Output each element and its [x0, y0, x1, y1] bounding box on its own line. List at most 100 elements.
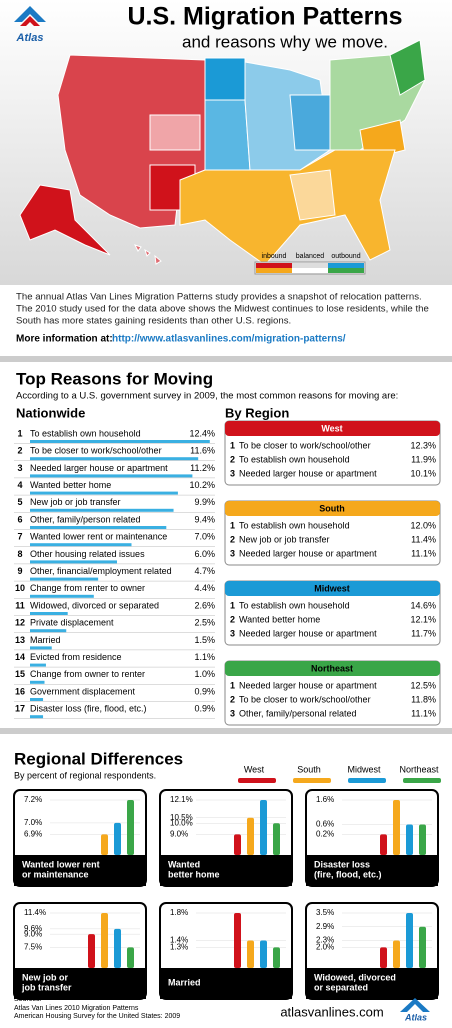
legend-label: Northeast	[399, 764, 439, 774]
percent-bar	[30, 543, 132, 547]
legend-label: South	[297, 764, 321, 774]
percent-bar	[30, 698, 44, 701]
reason: Needed larger house or apartment	[239, 680, 377, 690]
bar	[406, 913, 413, 968]
chart-title: Widowed, divorced	[314, 972, 396, 982]
reason: Wanted lower rent or maintenance	[30, 532, 167, 542]
percent: 6.0%	[194, 549, 215, 559]
bar	[114, 928, 121, 968]
percent: 12.3%	[410, 440, 436, 450]
percent: 0.9%	[194, 686, 215, 696]
legend-swatch	[238, 778, 276, 783]
tick-label: 7.2%	[24, 795, 42, 804]
bar	[419, 824, 426, 855]
tick-label: 12.1%	[170, 795, 193, 804]
region-name: Midwest	[314, 583, 350, 593]
legend-label: outbound	[331, 253, 360, 260]
tick-label: 3.5%	[316, 908, 334, 917]
intro-line: The 2010 study used for the data above s…	[16, 304, 429, 315]
reason: Needed larger house or apartment	[239, 628, 377, 638]
percent: 12.1%	[410, 614, 436, 624]
region-header	[225, 421, 440, 436]
percent-bar	[30, 440, 210, 443]
rank: 13	[15, 635, 25, 645]
tick-label: 0.6%	[316, 820, 334, 829]
percent: 1.0%	[194, 669, 215, 679]
percent-bar	[30, 577, 99, 581]
percent: 11.2%	[190, 463, 215, 473]
reason: Change from renter to owner	[30, 583, 145, 593]
region-header	[225, 661, 440, 676]
tick-label: 9.0%	[170, 829, 188, 838]
reason: Needed larger house or apartment	[30, 463, 168, 473]
chart-label-bg	[160, 855, 292, 886]
percent-bar	[30, 491, 178, 495]
reason: To establish own household	[30, 428, 141, 438]
tick-label: 1.8%	[170, 908, 188, 917]
tick-label: 2.9%	[316, 922, 334, 931]
bar	[114, 822, 121, 855]
rank: 9	[17, 566, 22, 576]
percent: 11.7%	[411, 628, 436, 638]
percent: 7.0%	[194, 532, 215, 542]
region-name: Northeast	[311, 663, 353, 673]
bar	[101, 834, 108, 855]
divider	[0, 356, 452, 362]
percent: 12.4%	[189, 428, 215, 438]
reason: New job or job transfer	[239, 534, 330, 544]
percent-bar	[30, 508, 174, 512]
rank: 17	[15, 704, 25, 714]
reason: Needed larger house or apartment	[239, 468, 377, 478]
region-name: South	[319, 503, 345, 513]
percent: 4.7%	[194, 566, 215, 576]
reason: Evicted from residence	[30, 652, 122, 662]
reason: To establish own household	[239, 600, 350, 610]
region-header	[225, 581, 440, 596]
bar	[88, 934, 95, 968]
reason: To be closer to work/school/other	[30, 446, 162, 456]
bar	[406, 824, 413, 855]
rank: 1	[230, 520, 235, 530]
rank: 4	[17, 480, 22, 490]
percent-bar	[30, 629, 67, 633]
rank: 3	[230, 708, 235, 718]
more-link[interactable]: http://www.atlasvanlines.com/migration-p…	[112, 334, 346, 345]
bar	[234, 834, 241, 855]
chart-title: Wanted	[168, 859, 200, 869]
bar	[380, 834, 387, 855]
rank: 3	[230, 548, 235, 558]
tick-label: 6.9%	[24, 829, 42, 838]
tick-label: 0.2%	[316, 829, 334, 838]
rank: 3	[230, 628, 235, 638]
legend-label: West	[244, 764, 265, 774]
reason: Needed larger house or apartment	[239, 548, 377, 558]
chart-label-bg	[14, 855, 146, 886]
source: American Housing Survey for the United S…	[14, 1013, 180, 1020]
bar	[393, 800, 400, 855]
chart-title: or separated	[314, 982, 368, 992]
legend-label: inbound	[262, 253, 287, 260]
bar	[419, 926, 426, 968]
reason: Wanted better home	[30, 480, 111, 490]
percent-bar	[30, 474, 193, 478]
percent-bar	[30, 680, 45, 684]
rank: 1	[230, 600, 235, 610]
chart-title: Wanted lower rent	[22, 859, 100, 869]
percent: 10.1%	[410, 468, 436, 478]
tick-label: 10.0%	[170, 818, 193, 827]
percent-bar	[30, 526, 167, 529]
footer-logo	[400, 998, 430, 1012]
percent-bar	[30, 594, 94, 598]
bar	[260, 940, 267, 968]
percent: 0.9%	[194, 704, 215, 714]
region-title: By Region	[225, 405, 289, 420]
tick-label: 11.4%	[24, 908, 46, 917]
reason: Change from owner to renter	[30, 669, 145, 679]
percent: 9.9%	[194, 497, 215, 507]
chart-label-bg	[306, 855, 438, 886]
region-name: West	[321, 423, 342, 433]
percent: 12.5%	[410, 680, 436, 690]
bar	[127, 947, 134, 968]
percent-bar	[30, 646, 52, 650]
intro-line: The annual Atlas Van Lines Migration Pat…	[16, 292, 422, 303]
